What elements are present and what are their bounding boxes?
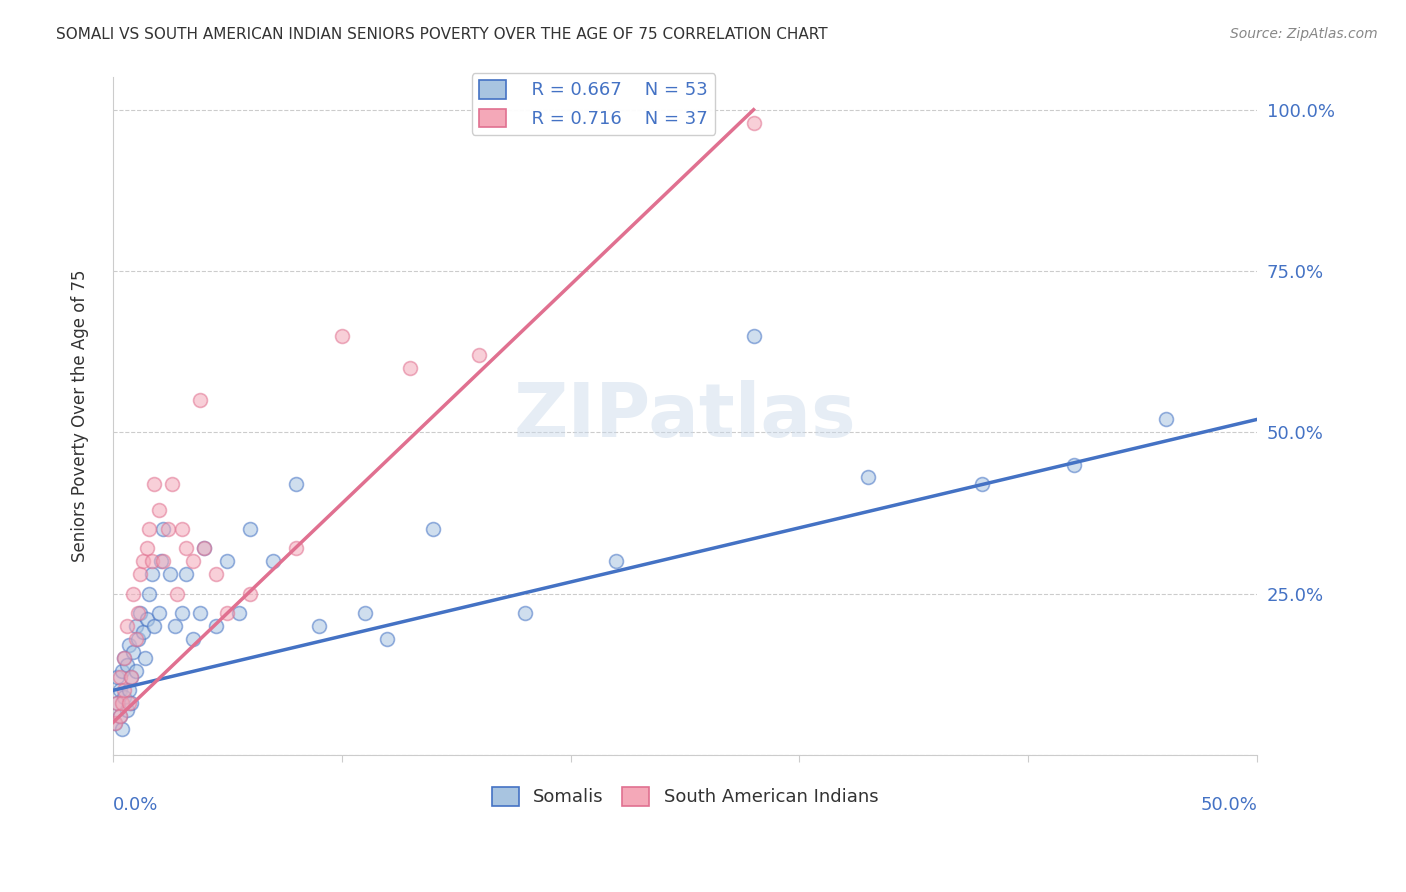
Text: 50.0%: 50.0% bbox=[1201, 796, 1257, 814]
Point bbox=[129, 567, 152, 582]
Point bbox=[136, 612, 159, 626]
Point bbox=[107, 671, 129, 685]
Point bbox=[143, 477, 166, 491]
Point bbox=[170, 522, 193, 536]
Point bbox=[856, 470, 879, 484]
Point bbox=[143, 619, 166, 633]
Point bbox=[138, 586, 160, 600]
Point bbox=[107, 696, 129, 710]
Point bbox=[149, 554, 172, 568]
Point bbox=[330, 328, 353, 343]
Point bbox=[152, 522, 174, 536]
Point bbox=[262, 554, 284, 568]
Point bbox=[122, 645, 145, 659]
Point bbox=[118, 638, 141, 652]
Point bbox=[141, 567, 163, 582]
Point bbox=[152, 554, 174, 568]
Point bbox=[742, 115, 765, 129]
Point bbox=[104, 715, 127, 730]
Point bbox=[181, 554, 204, 568]
Point bbox=[131, 554, 153, 568]
Point bbox=[399, 360, 422, 375]
Point bbox=[112, 651, 135, 665]
Text: SOMALI VS SOUTH AMERICAN INDIAN SENIORS POVERTY OVER THE AGE OF 75 CORRELATION C: SOMALI VS SOUTH AMERICAN INDIAN SENIORS … bbox=[56, 27, 828, 42]
Point bbox=[118, 696, 141, 710]
Point bbox=[138, 522, 160, 536]
Point bbox=[134, 651, 156, 665]
Point bbox=[170, 606, 193, 620]
Point bbox=[605, 554, 627, 568]
Point bbox=[174, 541, 197, 556]
Point bbox=[972, 477, 994, 491]
Point bbox=[111, 664, 134, 678]
Point bbox=[156, 522, 179, 536]
Point bbox=[742, 328, 765, 343]
Point bbox=[115, 619, 138, 633]
Point bbox=[284, 541, 307, 556]
Point bbox=[205, 619, 228, 633]
Point bbox=[120, 671, 142, 685]
Point bbox=[422, 522, 444, 536]
Point bbox=[111, 696, 134, 710]
Point bbox=[181, 632, 204, 646]
Point bbox=[148, 502, 170, 516]
Point bbox=[217, 606, 239, 620]
Point bbox=[108, 709, 131, 723]
Point bbox=[188, 606, 211, 620]
Point bbox=[125, 632, 148, 646]
Point bbox=[162, 477, 184, 491]
Point bbox=[468, 348, 491, 362]
Point bbox=[513, 606, 536, 620]
Point bbox=[125, 619, 148, 633]
Text: ZIPatlas: ZIPatlas bbox=[513, 380, 856, 452]
Point bbox=[205, 567, 228, 582]
Point bbox=[125, 664, 148, 678]
Point bbox=[112, 683, 135, 698]
Text: 0.0%: 0.0% bbox=[112, 796, 159, 814]
Point bbox=[166, 586, 188, 600]
Point bbox=[120, 671, 142, 685]
Point bbox=[148, 606, 170, 620]
Point bbox=[159, 567, 181, 582]
Legend: Somalis, South American Indians: Somalis, South American Indians bbox=[485, 780, 886, 814]
Text: Source: ZipAtlas.com: Source: ZipAtlas.com bbox=[1230, 27, 1378, 41]
Point bbox=[131, 625, 153, 640]
Point bbox=[111, 722, 134, 736]
Point bbox=[122, 586, 145, 600]
Point bbox=[136, 541, 159, 556]
Point bbox=[353, 606, 375, 620]
Point bbox=[141, 554, 163, 568]
Point bbox=[228, 606, 250, 620]
Point bbox=[118, 683, 141, 698]
Point bbox=[284, 477, 307, 491]
Point bbox=[120, 696, 142, 710]
Point bbox=[107, 696, 129, 710]
Point bbox=[1154, 412, 1177, 426]
Point bbox=[112, 651, 135, 665]
Point bbox=[239, 586, 262, 600]
Point bbox=[377, 632, 399, 646]
Point bbox=[108, 671, 131, 685]
Point bbox=[193, 541, 215, 556]
Y-axis label: Seniors Poverty Over the Age of 75: Seniors Poverty Over the Age of 75 bbox=[72, 270, 89, 563]
Point bbox=[108, 709, 131, 723]
Point bbox=[217, 554, 239, 568]
Point bbox=[115, 657, 138, 672]
Point bbox=[115, 703, 138, 717]
Point bbox=[127, 632, 149, 646]
Point bbox=[188, 392, 211, 407]
Point bbox=[129, 606, 152, 620]
Point bbox=[108, 683, 131, 698]
Point bbox=[163, 619, 186, 633]
Point bbox=[1063, 458, 1085, 472]
Point bbox=[104, 715, 127, 730]
Point bbox=[308, 619, 330, 633]
Point bbox=[127, 606, 149, 620]
Point bbox=[112, 690, 135, 704]
Point bbox=[239, 522, 262, 536]
Point bbox=[174, 567, 197, 582]
Point bbox=[193, 541, 215, 556]
